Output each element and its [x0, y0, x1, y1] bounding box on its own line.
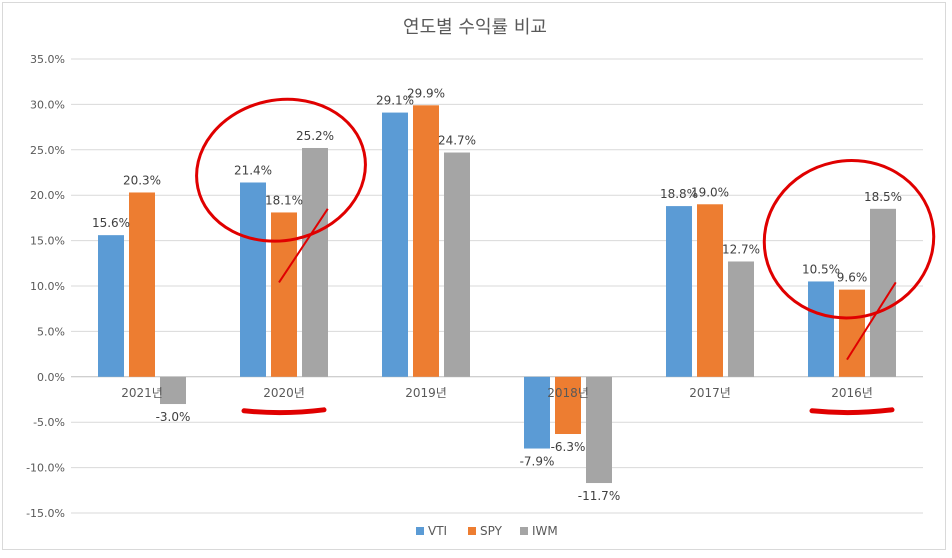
legend-swatch-spy — [468, 527, 476, 535]
category-label: 2018년 — [547, 386, 589, 400]
data-label: 29.1% — [376, 94, 414, 108]
category-label: 2016년 — [831, 386, 873, 400]
bar-iwm — [302, 147, 328, 377]
category-label: 2020년 — [263, 386, 305, 400]
bar-vti — [808, 281, 834, 377]
y-tick-label: -15.0% — [26, 507, 65, 520]
data-label: -6.3% — [551, 440, 586, 454]
bar-vti — [98, 235, 124, 377]
data-label: 10.5% — [802, 262, 840, 276]
red-stroke-annotation — [846, 281, 897, 361]
gridlines — [71, 58, 923, 514]
data-label: 19.0% — [691, 185, 729, 199]
chart-title: 연도별 수익률 비교 — [403, 17, 547, 38]
bar-spy — [271, 212, 297, 377]
data-label: 18.8% — [660, 187, 698, 201]
chart-frame: 연도별 수익률 비교 -15.0% -10.0% -5.0% 0.0% 5.0% 10.0… — [2, 2, 946, 550]
y-tick-label: 0.0% — [37, 371, 65, 384]
y-tick-label: -10.0% — [26, 462, 65, 475]
red-stroke-annotation — [278, 208, 329, 284]
legend-swatch-iwm — [520, 527, 528, 535]
bar-spy — [129, 192, 155, 377]
bar-vti — [524, 376, 550, 449]
data-label: 20.3% — [123, 173, 161, 187]
bars — [98, 105, 896, 484]
red-circle-annotation — [195, 97, 367, 243]
data-label: 21.4% — [234, 163, 272, 177]
y-tick-label: 5.0% — [37, 325, 65, 338]
category-label: 2021년 — [121, 386, 163, 400]
y-axis-ticks: -15.0% -10.0% -5.0% 0.0% 5.0% 10.0% 15.0% 20.0%… — [26, 53, 65, 520]
legend-swatch-vti — [416, 527, 424, 535]
category-labels: 2021년 2020년 2019년 2018년 2017년 2016년 — [121, 386, 873, 400]
bar-spy — [697, 204, 723, 377]
legend-label-spy: SPY — [480, 524, 503, 538]
red-circle-annotation — [762, 159, 936, 320]
data-label: -3.0% — [156, 410, 191, 424]
data-label: 29.9% — [407, 86, 445, 100]
y-tick-label: 20.0% — [30, 189, 65, 202]
red-underline-annotation — [241, 407, 327, 416]
legend: VTI SPY IWM — [416, 524, 558, 538]
category-label: 2019년 — [405, 386, 447, 400]
bar-iwm — [586, 376, 612, 484]
data-label: 25.2% — [296, 129, 334, 143]
bar-spy — [839, 289, 865, 377]
bar-iwm — [444, 152, 470, 377]
data-label: 18.1% — [265, 193, 303, 207]
hand-annotations — [195, 97, 936, 416]
bar-spy — [555, 376, 581, 435]
data-label: 12.7% — [722, 242, 760, 256]
bar-iwm — [870, 208, 896, 377]
data-label: 24.7% — [438, 134, 476, 148]
data-label: -11.7% — [578, 489, 620, 503]
y-tick-label: 25.0% — [30, 144, 65, 157]
y-tick-label: -5.0% — [33, 416, 65, 429]
y-tick-label: 10.0% — [30, 280, 65, 293]
legend-label-iwm: IWM — [532, 524, 558, 538]
bar-vti — [666, 206, 692, 377]
y-tick-label: 15.0% — [30, 235, 65, 248]
bar-vti — [240, 182, 266, 377]
y-tick-label: 35.0% — [30, 53, 65, 66]
bar-chart: 연도별 수익률 비교 -15.0% -10.0% -5.0% 0.0% 5.0% 10.0… — [26, 17, 936, 538]
bar-iwm — [160, 376, 186, 405]
data-labels: 15.6% 20.3% -3.0% 21.4% 18.1% 25.2% 29.1%29.9%… — [92, 86, 902, 503]
bar-vti — [382, 112, 408, 377]
red-underline-annotation — [809, 407, 895, 416]
data-label: -7.9% — [520, 455, 555, 469]
bar-iwm — [728, 261, 754, 377]
y-tick-label: 30.0% — [30, 98, 65, 111]
data-label: 15.6% — [92, 216, 130, 230]
bar-spy — [413, 105, 439, 377]
data-label: 18.5% — [864, 190, 902, 204]
category-label: 2017년 — [689, 386, 731, 400]
legend-label-vti: VTI — [428, 524, 447, 538]
data-label: 9.6% — [837, 271, 868, 285]
